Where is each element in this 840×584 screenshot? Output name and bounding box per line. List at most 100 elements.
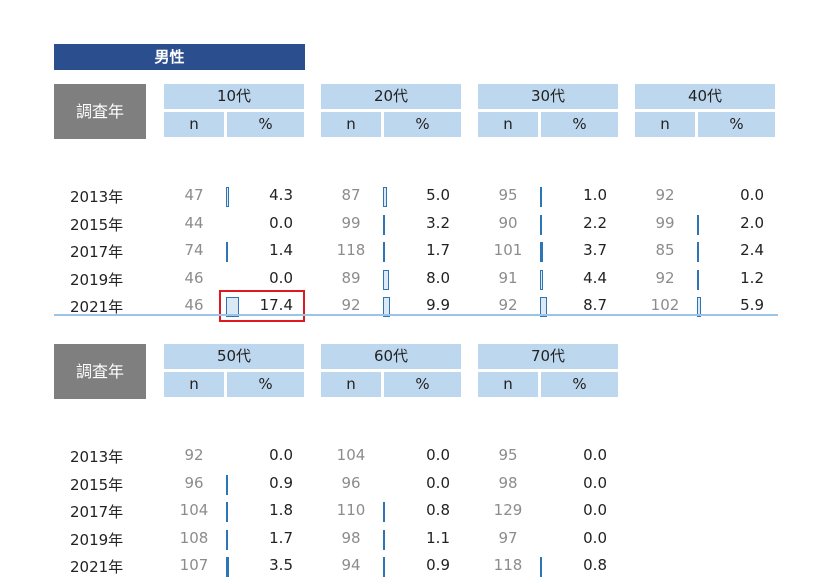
n-value: 46 — [184, 296, 204, 314]
highlight-box — [219, 290, 305, 322]
n-value: 91 — [498, 268, 518, 287]
age-group-header: 60代 — [321, 344, 461, 369]
year-label: 2015年 — [70, 475, 124, 494]
n-column-header: n — [635, 112, 695, 137]
pct-value: 0.8 — [426, 501, 450, 519]
pct-value: 0.0 — [269, 446, 293, 464]
n-value: 95 — [498, 186, 518, 204]
pct-column-header: % — [384, 112, 461, 137]
n-value: 44 — [184, 213, 204, 232]
pct-value: 0.0 — [426, 473, 450, 492]
n-value: 92 — [498, 296, 518, 314]
n-column-header: n — [164, 112, 224, 137]
pct-column-header: % — [227, 372, 304, 397]
year-label: 2021年 — [70, 298, 124, 316]
age-group-header: 40代 — [635, 84, 775, 109]
pct-value: 8.0 — [426, 268, 450, 287]
pct-column-header: % — [227, 112, 304, 137]
n-value: 108 — [179, 528, 209, 547]
pct-value: 0.0 — [740, 186, 764, 204]
n-value: 102 — [650, 296, 680, 314]
n-value: 87 — [341, 186, 361, 204]
section-divider — [54, 314, 778, 316]
pct-value: 5.0 — [426, 186, 450, 204]
pct-bar — [383, 297, 391, 317]
n-value: 92 — [655, 268, 675, 287]
year-label: 2021年 — [70, 558, 124, 576]
pct-bar — [383, 269, 389, 290]
pct-bar — [226, 502, 228, 522]
year-label: 2013年 — [70, 188, 124, 206]
pct-bar — [226, 187, 230, 207]
n-column-header: n — [164, 372, 224, 397]
n-value: 118 — [493, 556, 523, 574]
n-column-header: n — [478, 112, 538, 137]
pct-bar — [697, 214, 699, 235]
pct-value: 0.8 — [583, 556, 607, 574]
year-label: 2019年 — [70, 270, 124, 289]
gender-header: 男性 — [54, 44, 305, 70]
n-column-header: n — [321, 112, 381, 137]
n-value: 47 — [184, 186, 204, 204]
pct-bar — [540, 187, 542, 207]
n-value: 98 — [498, 473, 518, 492]
pct-value: 3.7 — [583, 241, 607, 259]
n-value: 101 — [493, 241, 523, 259]
n-value: 118 — [336, 241, 366, 259]
year-label: 2017年 — [70, 503, 124, 521]
pct-value: 0.9 — [269, 473, 293, 492]
n-value: 97 — [498, 528, 518, 547]
pct-value: 8.7 — [583, 296, 607, 314]
pct-value: 0.0 — [583, 473, 607, 492]
pct-value: 3.2 — [426, 213, 450, 232]
pct-bar — [540, 297, 547, 317]
pct-value: 0.0 — [583, 446, 607, 464]
pct-bar — [226, 474, 228, 495]
n-value: 92 — [184, 446, 204, 464]
year-label: 2017年 — [70, 243, 124, 261]
pct-bar — [697, 269, 699, 290]
pct-value: 0.0 — [426, 446, 450, 464]
pct-bar — [697, 297, 702, 317]
age-group-header: 70代 — [478, 344, 618, 369]
pct-value: 1.7 — [269, 528, 293, 547]
pct-value: 1.4 — [269, 241, 293, 259]
n-value: 92 — [655, 186, 675, 204]
pct-value: 1.0 — [583, 186, 607, 204]
n-value: 94 — [341, 556, 361, 574]
pct-column-header: % — [541, 372, 618, 397]
pct-value: 3.5 — [269, 556, 293, 574]
n-column-header: n — [321, 372, 381, 397]
pct-value: 1.2 — [740, 268, 764, 287]
n-value: 99 — [341, 213, 361, 232]
n-value: 99 — [655, 213, 675, 232]
pct-value: 2.2 — [583, 213, 607, 232]
pct-value: 1.8 — [269, 501, 293, 519]
pct-column-header: % — [384, 372, 461, 397]
pct-bar — [697, 242, 699, 262]
pct-bar — [383, 529, 385, 550]
age-group-header: 30代 — [478, 84, 618, 109]
age-group-header: 10代 — [164, 84, 304, 109]
year-label: 2015年 — [70, 215, 124, 234]
pct-bar — [540, 269, 544, 290]
pct-bar — [540, 242, 543, 262]
pct-value: 5.9 — [740, 296, 764, 314]
n-value: 96 — [341, 473, 361, 492]
pct-value: 4.3 — [269, 186, 293, 204]
n-value: 107 — [179, 556, 209, 574]
n-value: 96 — [184, 473, 204, 492]
pct-column-header: % — [541, 112, 618, 137]
n-column-header: n — [478, 372, 538, 397]
pct-bar — [383, 187, 387, 207]
n-value: 74 — [184, 241, 204, 259]
pct-value: 2.0 — [740, 213, 764, 232]
n-value: 98 — [341, 528, 361, 547]
pct-value: 0.9 — [426, 556, 450, 574]
pct-value: 0.0 — [583, 528, 607, 547]
pct-value: 17.4 — [259, 296, 293, 314]
pct-value: 0.0 — [269, 268, 293, 287]
n-value: 95 — [498, 446, 518, 464]
pct-column-header: % — [698, 112, 775, 137]
n-value: 104 — [179, 501, 209, 519]
